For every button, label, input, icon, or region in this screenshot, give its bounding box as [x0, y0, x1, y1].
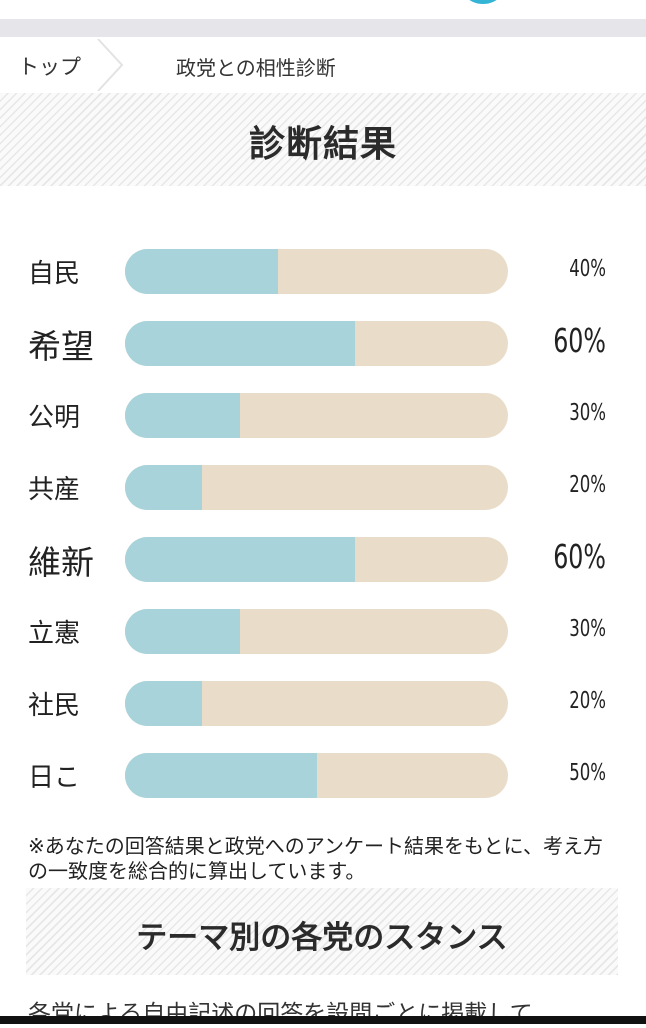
result-row: 自民 40% — [0, 246, 646, 296]
result-row: 社民 20% — [0, 678, 646, 728]
party-name: 公明 — [28, 403, 81, 433]
match-bar-track — [125, 465, 508, 510]
match-percent: 50% — [569, 760, 606, 786]
match-bar-track — [125, 609, 508, 654]
match-percent: 30% — [569, 400, 606, 426]
match-bar-track — [125, 393, 508, 438]
party-name: 社民 — [28, 691, 81, 721]
party-name: 立憲 — [28, 619, 81, 649]
breadcrumb: トップ 政党との相性診断 — [0, 37, 646, 93]
theme-section-header: テーマ別の各党のスタンス — [26, 888, 618, 975]
match-bar-track — [125, 681, 508, 726]
match-percent: 20% — [569, 472, 606, 498]
match-bar-fill — [125, 537, 355, 582]
match-bar-track — [125, 537, 508, 582]
result-row: 日こ 50% — [0, 750, 646, 800]
match-bar-track — [125, 249, 508, 294]
breadcrumb-current: 政党との相性診断 — [176, 56, 336, 80]
match-bar-fill — [125, 465, 202, 510]
match-percent: 60% — [553, 321, 606, 360]
bottom-edge-bar — [0, 1016, 646, 1024]
match-bar-fill — [125, 393, 240, 438]
section-title: テーマ別の各党のスタンス — [136, 920, 508, 956]
party-name: 日こ — [28, 763, 81, 793]
match-bar-fill — [125, 249, 279, 294]
party-name: 維新 — [28, 543, 94, 582]
page-title: 診断結果 — [248, 124, 397, 165]
breadcrumb-home-link[interactable]: トップ — [18, 55, 81, 79]
match-bar-fill — [125, 681, 202, 726]
match-percent: 60% — [553, 537, 606, 576]
match-bar-fill — [125, 321, 355, 366]
party-name: 希望 — [28, 327, 94, 366]
match-bar-fill — [125, 609, 240, 654]
party-name: 自民 — [28, 259, 81, 289]
result-row: 立憲 30% — [0, 606, 646, 656]
match-bar-track — [125, 753, 508, 798]
top-app-bar — [0, 0, 646, 37]
calculation-note: ※あなたの回答結果と政党へのアンケート結果をもとに、考え方の一致度を総合的に算出… — [28, 834, 603, 883]
result-row: 希望 60% — [0, 318, 646, 368]
breadcrumb-separator-icon — [97, 39, 124, 91]
match-bar-track — [125, 321, 508, 366]
result-row: 公明 30% — [0, 390, 646, 440]
result-row: 維新 60% — [0, 534, 646, 584]
menu-circle-icon[interactable] — [455, 0, 511, 4]
party-name: 共産 — [28, 475, 81, 505]
match-percent: 40% — [569, 256, 606, 282]
match-percent: 20% — [569, 688, 606, 714]
result-row: 共産 20% — [0, 462, 646, 512]
result-header: 診断結果 — [0, 93, 646, 186]
match-percent: 30% — [569, 616, 606, 642]
match-bar-fill — [125, 753, 317, 798]
